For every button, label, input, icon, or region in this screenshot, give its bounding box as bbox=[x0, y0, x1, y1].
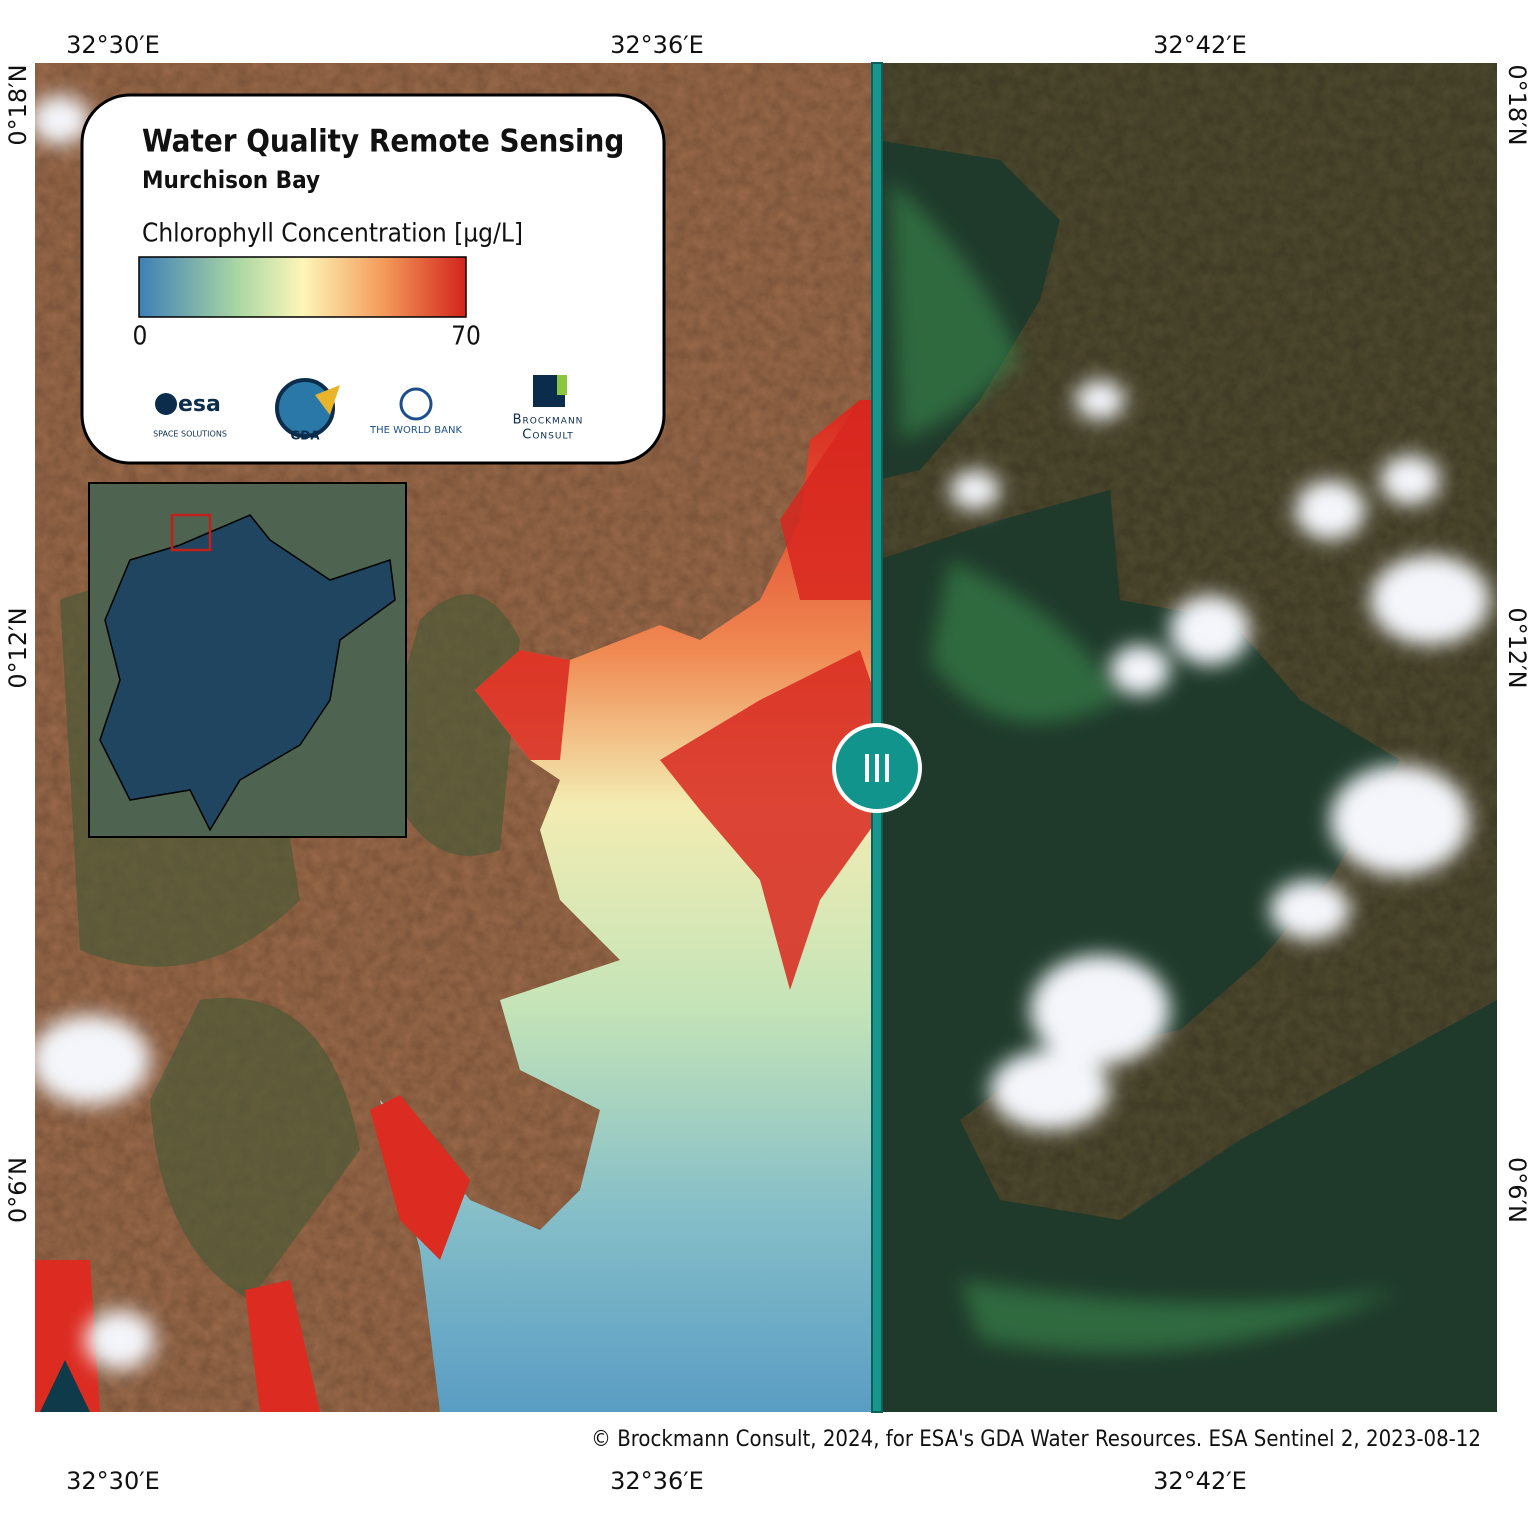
legend-min: 0 bbox=[133, 322, 148, 352]
gda-text: GDA bbox=[290, 429, 320, 443]
lat-label: 0°18′N bbox=[1503, 64, 1531, 145]
lat-label: 0°18′N bbox=[4, 64, 32, 145]
algae-right bbox=[890, 180, 1400, 1353]
legend-label: Chlorophyll Concentration [µg/L] bbox=[142, 219, 523, 249]
lat-label: 0°12′N bbox=[1503, 607, 1531, 688]
slider-handle[interactable] bbox=[832, 723, 922, 813]
north-arrow bbox=[40, 1360, 90, 1412]
lat-label: 0°6′N bbox=[4, 1157, 32, 1223]
logo-world-bank: THE WORLD BANK bbox=[369, 387, 462, 436]
world-bank-text: THE WORLD BANK bbox=[369, 425, 462, 436]
overview-inset bbox=[88, 482, 407, 838]
legend-max: 70 bbox=[451, 322, 481, 352]
lat-label: 0°6′N bbox=[1503, 1157, 1531, 1223]
subtitle: Murchison Bay bbox=[142, 166, 320, 194]
lon-label: 32°42′E bbox=[1153, 1467, 1247, 1495]
lon-label: 32°36′E bbox=[610, 1467, 704, 1495]
brockmann-2: Consult bbox=[522, 428, 573, 443]
brockmann-1: Brockmann bbox=[513, 413, 584, 428]
coordinates: 32°30′E 32°36′E 32°42′E 32°30′E 32°36′E … bbox=[4, 31, 1531, 1495]
esa-sub: SPACE SOLUTIONS bbox=[153, 430, 227, 439]
bloom-edges bbox=[35, 1095, 470, 1412]
clouds bbox=[35, 95, 1490, 1370]
chlorophyll-water bbox=[380, 400, 877, 1412]
lon-label: 32°36′E bbox=[610, 31, 704, 59]
credit: © Brockmann Consult, 2024, for ESA's GDA… bbox=[591, 1427, 1481, 1452]
colorbar bbox=[138, 256, 467, 318]
title: Water Quality Remote Sensing bbox=[142, 124, 624, 160]
lon-label: 32°30′E bbox=[66, 31, 160, 59]
lon-label: 32°42′E bbox=[1153, 31, 1247, 59]
lat-label: 0°12′N bbox=[4, 607, 32, 688]
logo-gda: GDA bbox=[275, 378, 340, 443]
water-right bbox=[877, 140, 1497, 1412]
legend-panel: Water Quality Remote Sensing Murchison B… bbox=[80, 93, 666, 465]
lon-label: 32°30′E bbox=[66, 1467, 160, 1495]
esa-text: esa bbox=[178, 392, 221, 417]
logo-esa: esa SPACE SOLUTIONS bbox=[153, 392, 227, 439]
bloom bbox=[475, 400, 877, 990]
logo-brockmann: Brockmann Consult bbox=[513, 375, 584, 443]
